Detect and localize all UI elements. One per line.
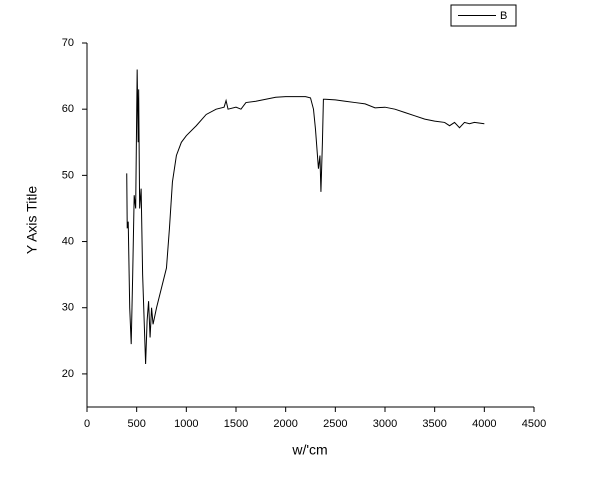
x-tick-label: 3500 <box>422 418 446 430</box>
x-tick-label: 4000 <box>472 418 496 430</box>
series-line <box>126 69 485 364</box>
y-axis-title: Y Axis Title <box>24 186 40 254</box>
legend-label: B <box>500 10 507 22</box>
x-tick-label: 1500 <box>224 418 248 430</box>
x-tick-label: 2500 <box>323 418 347 430</box>
y-tick-label: 60 <box>62 103 74 115</box>
y-tick-label: 30 <box>62 302 74 314</box>
y-tick-label: 20 <box>62 368 74 380</box>
y-tick-label: 70 <box>62 37 74 49</box>
x-axis-title: w/'cm <box>291 442 327 458</box>
y-tick-label: 40 <box>62 235 74 247</box>
x-tick-label: 0 <box>84 418 90 430</box>
x-tick-label: 500 <box>127 418 145 430</box>
x-tick-label: 4500 <box>522 418 546 430</box>
x-tick-label: 3000 <box>373 418 397 430</box>
x-tick-label: 2000 <box>273 418 297 430</box>
x-tick-label: 1000 <box>174 418 198 430</box>
y-tick-label: 50 <box>62 169 74 181</box>
